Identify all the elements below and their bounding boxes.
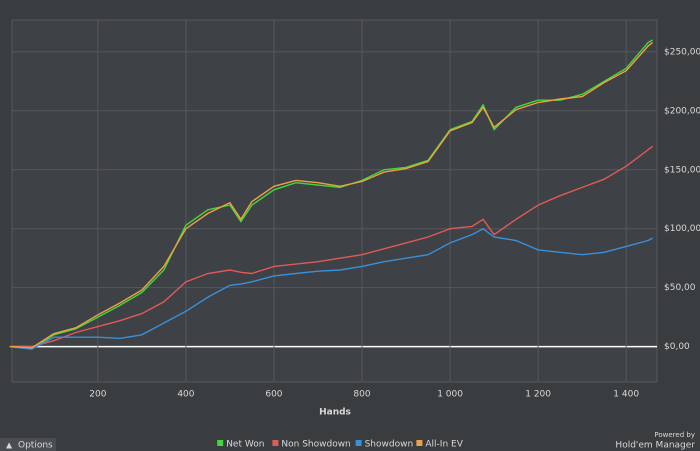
y-tick-label: $200,00 [664, 106, 700, 116]
y-tick-label: $0,00 [664, 342, 690, 352]
x-tick-label: 1 000 [437, 390, 463, 400]
legend-swatch [272, 440, 279, 446]
x-tick-label: 600 [265, 390, 282, 400]
y-tick-label: $100,00 [664, 224, 700, 234]
legend-swatch [355, 440, 362, 446]
series-line [9, 41, 654, 349]
x-tick-label: 1 400 [613, 390, 639, 400]
legend-label: Net Won [226, 440, 264, 450]
x-tick-label: 200 [89, 390, 106, 400]
x-tick-label: 1 200 [525, 390, 551, 400]
series-line [9, 227, 653, 350]
legend-swatch [217, 440, 224, 446]
options-button[interactable] [0, 438, 56, 451]
x-tick-label: 800 [353, 390, 370, 400]
legend-label: All-In EV [425, 440, 463, 450]
y-tick-label: $150,00 [664, 165, 700, 175]
powered-by: Powered by [654, 431, 695, 439]
x-tick-label: 400 [177, 390, 194, 400]
y-tick-label: $50,00 [664, 283, 696, 293]
legend-label: Showdown [365, 440, 414, 450]
options-arrow: ▲ [6, 441, 13, 450]
legend-swatch [416, 440, 423, 446]
legend-label: Non Showdown [281, 440, 350, 450]
brand: Hold'em Manager [615, 441, 695, 451]
y-tick-label: $250,00 [664, 47, 700, 57]
x-axis-label: Hands [319, 408, 351, 418]
options-label[interactable]: Options [18, 441, 53, 451]
series-line [9, 145, 654, 348]
plot-area [11, 19, 658, 383]
